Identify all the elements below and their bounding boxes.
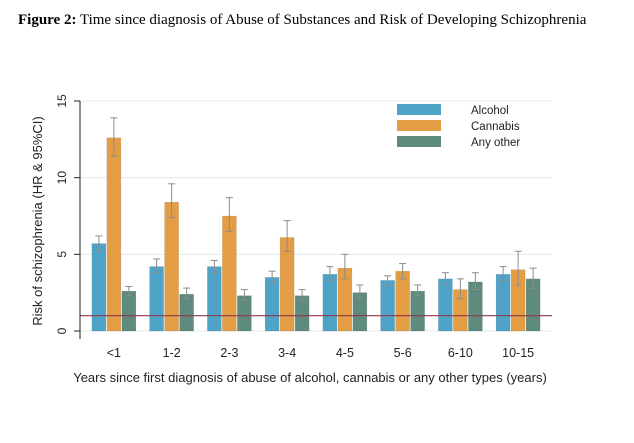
bar: [395, 270, 410, 332]
bar: [380, 280, 395, 332]
x-axis-label: Years since first diagnosis of abuse of …: [73, 370, 547, 385]
bar: [91, 243, 107, 332]
y-tick-label: 10: [55, 171, 69, 185]
x-tick-label: <1: [107, 346, 121, 360]
y-tick-label: 15: [55, 94, 69, 108]
bar: [207, 266, 222, 332]
axes: 0 5 10 15 Risk of schizophrenia (HR & 95%CI)…: [30, 94, 547, 385]
bar: [179, 293, 194, 332]
y-axis-label: Risk of schizophrenia (HR & 95%CI): [30, 116, 45, 326]
bar: [237, 295, 252, 332]
figure-title: Time since diagnosis of Abuse of Substan…: [76, 12, 587, 28]
bar: [322, 274, 338, 332]
bar: [438, 278, 453, 332]
y-tick-label: 5: [55, 251, 69, 258]
bar: [264, 277, 280, 332]
legend-label: Cannabis: [471, 121, 520, 133]
bar: [410, 290, 425, 332]
bar: [121, 290, 137, 332]
x-tick-label: 10-15: [502, 346, 534, 360]
legend-label: Any other: [471, 137, 520, 149]
bar: [164, 201, 179, 332]
x-tick-label: 4-5: [336, 346, 354, 360]
bar: [106, 137, 122, 332]
bar: [149, 266, 164, 332]
legend-swatch: [397, 136, 441, 147]
bar: [495, 274, 511, 332]
x-tick-label: 1-2: [163, 346, 181, 360]
legend: Alcohol Cannabis Any other: [397, 104, 520, 149]
legend-label: Alcohol: [471, 105, 509, 117]
figure-caption: Figure 2: Time since diagnosis of Abuse …: [18, 12, 586, 29]
x-tick-label: 2-3: [220, 346, 238, 360]
y-tick-label: 0: [55, 327, 69, 334]
legend-swatch: [397, 104, 441, 115]
bar: [294, 295, 310, 332]
figure-label: Figure 2:: [18, 12, 77, 28]
bars: [91, 117, 541, 332]
legend-swatch: [397, 120, 441, 131]
x-tick-label: 6-10: [448, 346, 473, 360]
bar: [222, 215, 237, 332]
x-tick-label: 5-6: [394, 346, 412, 360]
x-tick-label: 3-4: [278, 346, 296, 360]
